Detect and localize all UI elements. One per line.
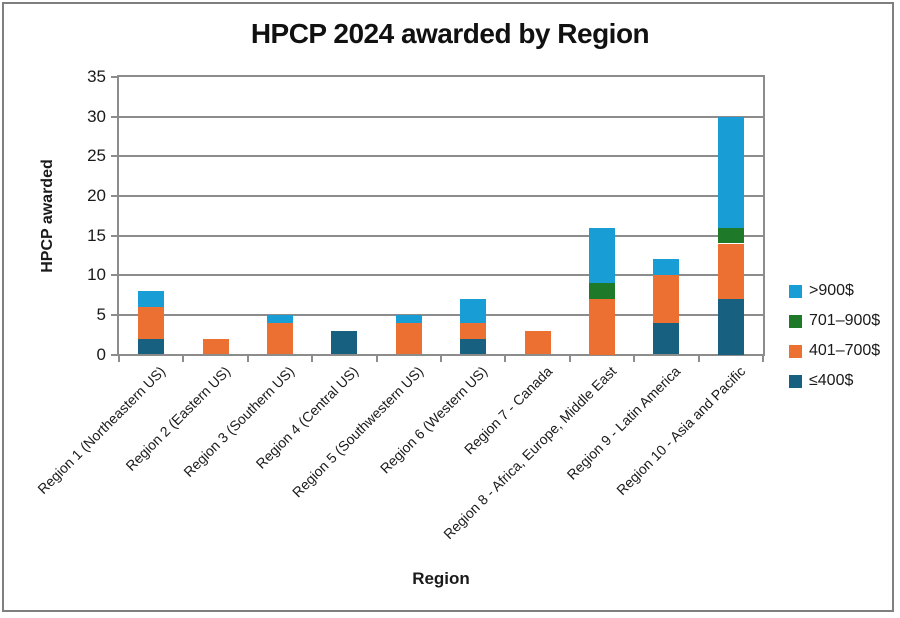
legend-item: ≤400$ — [789, 366, 880, 396]
x-axis-title: Region — [412, 569, 470, 588]
bar-segment — [524, 330, 551, 355]
y-tick-label: 5 — [96, 304, 106, 324]
chart-border-frame — [2, 2, 894, 612]
y-tick-mark — [111, 155, 118, 158]
x-tick-mark — [762, 355, 764, 362]
x-tick-mark — [246, 355, 249, 362]
legend-item-label: >900$ — [809, 282, 854, 299]
bar-segment — [717, 116, 744, 228]
bar-segment — [267, 314, 293, 323]
gridline-30 — [119, 115, 763, 118]
bar-segment — [395, 322, 422, 355]
legend-item-label: 401–700$ — [809, 342, 881, 359]
y-tick-mark — [111, 313, 118, 316]
bar-segment — [138, 338, 165, 355]
x-tick-mark — [118, 355, 120, 362]
x-tick-mark — [633, 355, 636, 362]
bar-segment — [717, 227, 744, 244]
y-tick-label: 15 — [87, 225, 106, 245]
gridline-5 — [119, 313, 763, 316]
bar-segment — [589, 283, 615, 299]
bar-segment — [202, 338, 229, 355]
bar-segment — [589, 299, 615, 355]
bar-segment — [653, 322, 680, 355]
legend-swatch — [789, 314, 802, 328]
y-tick-label: 30 — [87, 106, 106, 126]
y-tick-label: 25 — [87, 146, 106, 166]
bar-segment — [331, 330, 358, 355]
y-tick-mark — [111, 76, 118, 78]
x-tick-mark — [504, 355, 507, 362]
gridline-10 — [119, 274, 763, 277]
gridline-20 — [119, 194, 763, 197]
y-tick-label: 0 — [96, 344, 106, 364]
bar-segment — [395, 314, 422, 323]
bar-segment — [138, 306, 165, 339]
legend-item: >900$ — [789, 276, 880, 306]
bar-segment — [138, 291, 165, 307]
bar-segment — [267, 322, 293, 355]
y-tick-mark — [111, 274, 118, 277]
x-tick-mark — [440, 355, 442, 362]
y-axis-title: HPCP awarded — [39, 159, 56, 273]
legend-item: 701–900$ — [789, 306, 880, 336]
gridline-25 — [119, 155, 763, 158]
bar-segment — [460, 322, 487, 339]
bar-segment — [589, 227, 615, 284]
y-tick-mark — [111, 353, 118, 356]
bar-segment — [653, 259, 680, 276]
legend-item: 401–700$ — [789, 336, 880, 366]
chart-title: HPCP 2024 awarded by Region — [250, 18, 650, 49]
legend-swatch — [789, 284, 802, 298]
x-tick-mark — [182, 355, 185, 362]
bar-segment — [717, 299, 744, 355]
gridline-15 — [119, 234, 763, 237]
y-tick-label: 20 — [87, 185, 106, 205]
x-tick-mark — [568, 355, 571, 362]
y-tick-label: 35 — [87, 67, 106, 86]
legend-swatch — [789, 344, 802, 358]
legend-item-label: 701–900$ — [809, 312, 881, 329]
x-tick-mark — [375, 355, 378, 362]
bar-segment — [460, 299, 487, 323]
y-tick-mark — [111, 234, 118, 237]
x-tick-mark — [311, 355, 314, 362]
legend-swatch — [789, 374, 802, 388]
y-tick-mark — [111, 194, 118, 197]
bar-segment — [653, 275, 680, 323]
y-tick-label: 10 — [87, 265, 106, 285]
bar-segment — [460, 338, 487, 355]
legend-item-label: ≤400$ — [809, 372, 854, 389]
y-tick-mark — [111, 115, 118, 118]
legend: >900$ 701–900$ 401–700$ ≤400$ — [789, 276, 880, 396]
x-tick-mark — [697, 355, 700, 362]
bar-segment — [717, 243, 744, 299]
